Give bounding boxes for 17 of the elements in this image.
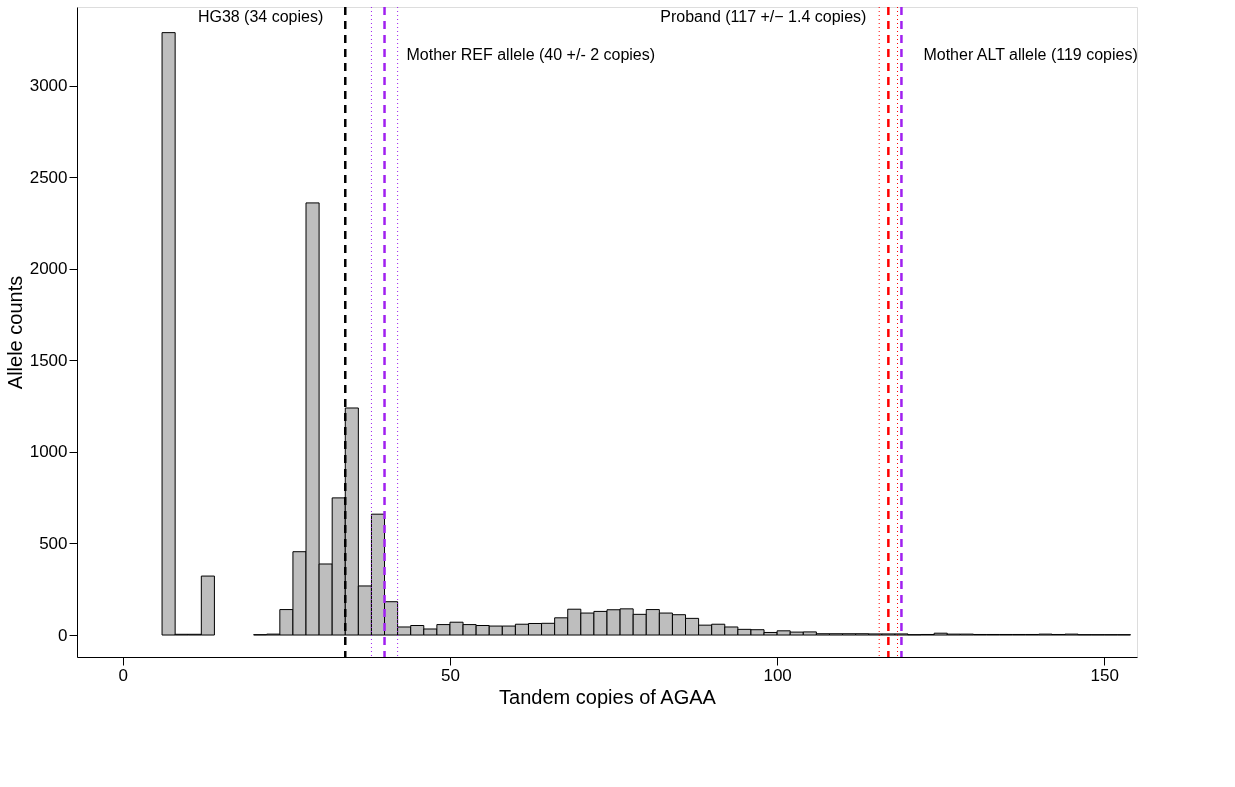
y-tick-label: 500	[39, 533, 68, 553]
x-axis-title: Tandem copies of AGAA	[499, 685, 717, 708]
x-tick-label: 50	[441, 665, 460, 685]
y-tick-label: 2500	[29, 167, 68, 187]
y-tick-label: 1500	[29, 350, 68, 370]
y-tick-label: 1000	[29, 442, 68, 462]
y-tick-label: 3000	[29, 76, 68, 96]
x-tick-label: 100	[763, 665, 792, 685]
y-tick-label: 0	[58, 625, 68, 645]
x-tick-label: 150	[1090, 665, 1119, 685]
ref-line-label: Mother ALT allele (119 copies)	[923, 46, 1138, 63]
y-tick-label: 2000	[29, 259, 68, 279]
y-axis-title: Allele counts	[3, 275, 26, 390]
x-tick-label: 0	[118, 665, 129, 685]
ref-line-label: HG38 (34 copies)	[197, 8, 324, 25]
ref-line-label: Mother REF allele (40 +/- 2 copies)	[406, 46, 656, 63]
ref-line-label: Proband (117 +/− 1.4 copies)	[660, 8, 867, 25]
